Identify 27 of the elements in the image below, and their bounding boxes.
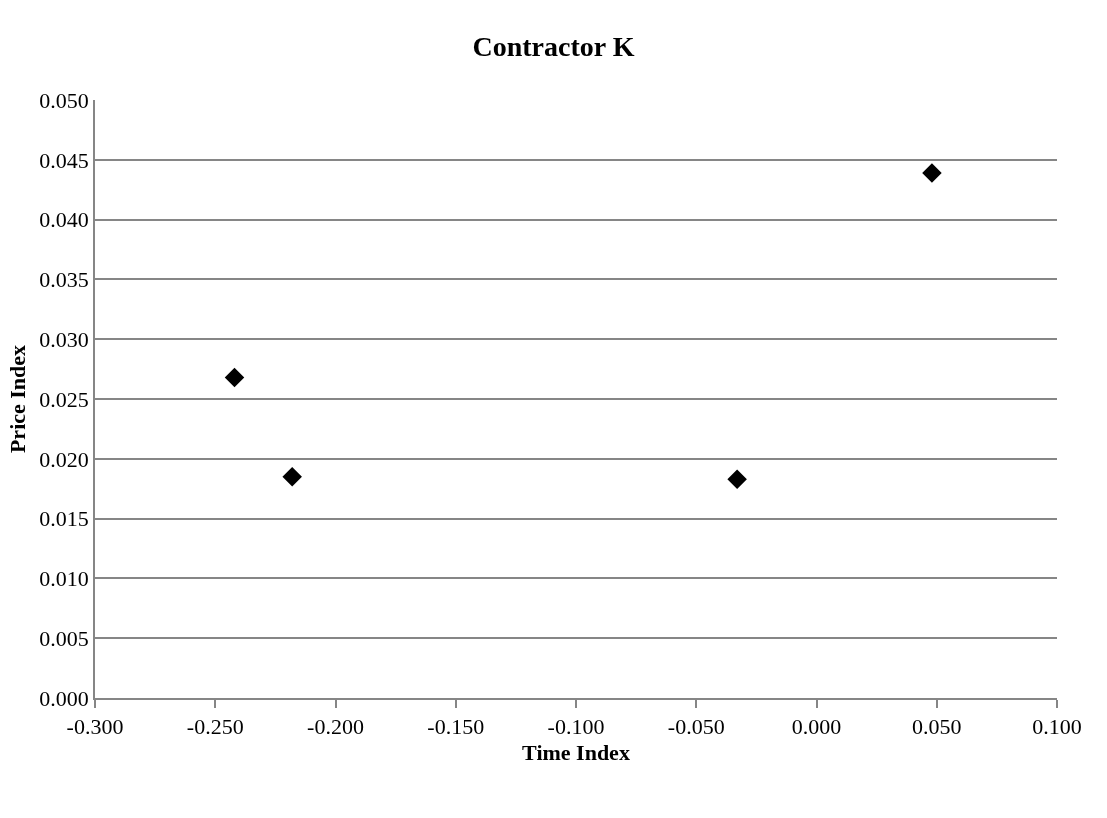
y-tick-label: 0.045 — [39, 147, 89, 173]
x-tick-label: -0.050 — [667, 714, 725, 740]
point — [922, 163, 942, 183]
y-axis-title: Price Index — [4, 344, 30, 454]
point — [727, 469, 747, 489]
x-tick-label: 0.100 — [1032, 714, 1082, 740]
y-tick-label: 0.025 — [39, 386, 89, 412]
chart-title: Contractor K — [472, 31, 635, 63]
x-tick-label: 0.050 — [912, 714, 962, 740]
point — [224, 367, 245, 388]
y-tick-label: 0.000 — [39, 685, 89, 711]
x-tick-label: -0.250 — [186, 714, 244, 740]
x-tick-label: -0.300 — [66, 714, 124, 740]
y-tick-label: 0.030 — [39, 326, 89, 352]
y-tick-label: 0.010 — [39, 566, 89, 592]
x-tick-label: -0.100 — [547, 714, 605, 740]
y-tick-label: 0.050 — [39, 87, 89, 113]
point — [282, 466, 302, 487]
y-tick-label: 0.040 — [39, 207, 89, 233]
y-tick-label: 0.005 — [39, 625, 89, 651]
x-tick-label: 0.000 — [791, 714, 842, 740]
y-tick-label: 0.015 — [39, 506, 89, 532]
x-axis-title: Time Index — [522, 739, 630, 765]
y-tick-label: 0.035 — [39, 267, 89, 293]
x-tick-label: -0.150 — [427, 714, 485, 740]
x-tick-label: -0.200 — [307, 714, 364, 740]
y-tick-label: 0.020 — [39, 446, 89, 472]
